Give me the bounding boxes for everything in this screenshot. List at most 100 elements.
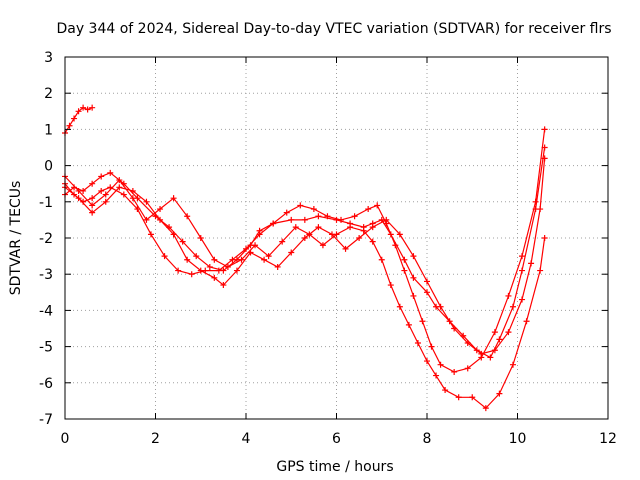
data-point <box>541 235 548 241</box>
data-point <box>211 274 218 281</box>
data-point <box>396 303 403 310</box>
data-point <box>378 256 385 263</box>
data-point <box>288 216 295 223</box>
series-track-1 <box>62 104 96 137</box>
x-tick-label: 0 <box>61 431 70 447</box>
data-point <box>116 184 123 191</box>
y-tick-label: 1 <box>44 122 53 138</box>
data-point <box>283 209 290 216</box>
data-point <box>143 198 150 205</box>
x-tick-label: 4 <box>242 431 251 447</box>
data-point <box>215 267 222 274</box>
data-point <box>129 187 136 194</box>
x-tick-label: 12 <box>599 431 617 447</box>
data-point <box>301 216 308 223</box>
data-point <box>369 224 376 231</box>
data-point <box>243 245 249 252</box>
data-point <box>532 198 539 205</box>
data-point <box>505 292 512 299</box>
y-tick-label: -5 <box>39 340 53 356</box>
data-point <box>233 267 240 274</box>
data-point <box>265 253 272 260</box>
data-point <box>478 350 485 357</box>
data-series <box>62 104 548 412</box>
data-point <box>66 122 73 129</box>
data-point <box>428 343 435 350</box>
series-path <box>64 176 546 409</box>
data-point <box>98 173 105 180</box>
data-point <box>297 202 304 209</box>
data-point <box>89 195 96 202</box>
data-point <box>188 271 195 278</box>
data-point <box>89 180 96 187</box>
data-point <box>491 347 498 354</box>
data-point <box>356 235 363 241</box>
data-point <box>157 206 164 213</box>
data-point <box>442 387 449 394</box>
data-point <box>509 361 516 368</box>
data-point <box>129 195 136 202</box>
data-point <box>410 274 417 281</box>
data-point <box>161 253 168 260</box>
data-point <box>197 235 204 241</box>
data-point <box>89 104 96 111</box>
data-point <box>410 253 417 260</box>
data-point <box>197 267 204 274</box>
data-point <box>184 256 191 263</box>
data-point <box>455 394 462 401</box>
series-track-5 <box>62 155 548 357</box>
data-point <box>487 354 494 361</box>
data-point <box>102 198 109 205</box>
data-point <box>537 206 544 213</box>
y-tick-label: -6 <box>39 376 53 392</box>
data-point <box>206 263 213 270</box>
data-point <box>451 325 458 332</box>
data-point <box>107 169 114 176</box>
data-point <box>360 227 367 234</box>
data-point <box>224 263 231 270</box>
x-tick-label: 2 <box>151 431 160 447</box>
data-point <box>464 365 471 372</box>
data-point <box>292 224 299 231</box>
data-point <box>509 303 516 310</box>
data-point <box>519 296 526 303</box>
data-point <box>102 191 109 198</box>
data-point <box>437 303 444 310</box>
data-point <box>120 191 127 198</box>
data-point <box>175 267 182 274</box>
data-point <box>270 220 277 227</box>
data-point <box>157 216 164 223</box>
series-path <box>64 147 546 359</box>
data-point <box>84 106 91 113</box>
data-point <box>528 260 535 267</box>
data-point <box>184 213 191 220</box>
data-point <box>170 231 177 238</box>
data-point <box>519 267 526 274</box>
data-point <box>519 253 526 260</box>
y-tick-label: 3 <box>44 50 53 66</box>
data-point <box>347 224 354 231</box>
x-axis-label: GPS time / hours <box>276 459 393 475</box>
axis-ticks <box>64 56 609 420</box>
data-point <box>396 231 403 238</box>
data-point <box>98 187 105 194</box>
data-point <box>338 216 345 223</box>
data-point <box>71 115 78 122</box>
y-tick-label: -3 <box>39 267 53 283</box>
data-point <box>279 238 286 245</box>
x-tick-label: 6 <box>332 431 341 447</box>
data-point <box>424 278 430 285</box>
data-point <box>256 231 263 238</box>
y-tick-label: -1 <box>39 195 53 211</box>
data-point <box>537 267 544 274</box>
data-point <box>464 339 471 346</box>
series-path <box>64 129 546 373</box>
y-tick-label: 0 <box>44 159 53 175</box>
data-point <box>405 321 412 328</box>
data-point <box>523 318 530 325</box>
data-point <box>75 195 82 202</box>
y-tick-label: -4 <box>39 303 53 319</box>
data-point <box>414 339 421 346</box>
